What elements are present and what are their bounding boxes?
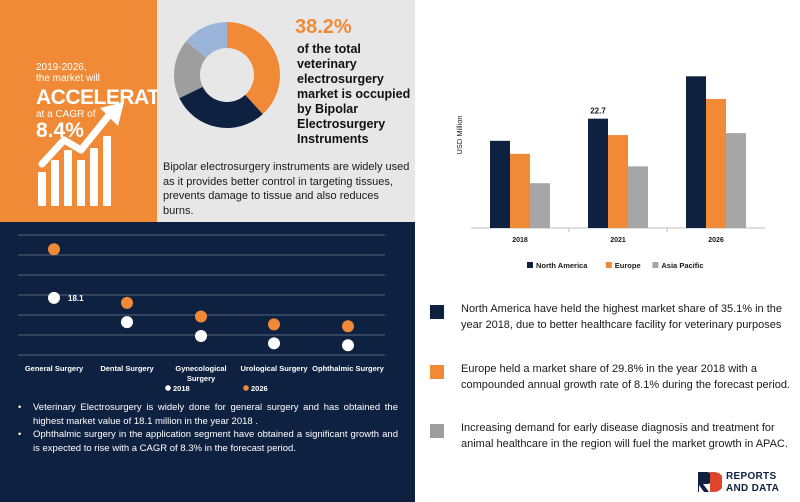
legend-swatch [652,262,659,268]
bar [706,98,726,228]
data-point [195,330,207,343]
growth-arrow-icon [38,102,124,206]
x-tick-label: 2018 [512,237,528,244]
bar [686,76,706,228]
x-tick-label: Gynecological [175,364,226,373]
logo-mark-icon [698,472,722,492]
application-notes: Veterinary Electrosurgery is widely done… [18,401,398,455]
donut-chart [174,22,280,128]
data-point [342,339,354,352]
reports-and-data-logo: REPORTS AND DATA [696,468,796,498]
data-label: 22.7 [590,107,606,116]
data-point [268,337,280,350]
bar [608,135,628,228]
x-tick-label: Dental Surgery [100,364,154,373]
donut-panel: 38.2% of the total veterinary electrosur… [157,0,415,222]
cagr-rate: 8.4% [36,119,84,142]
application-note: Ophthalmic surgery in the application se… [18,428,398,455]
key-point-text: Increasing demand for early disease diag… [461,422,788,450]
legend-label: 2018 [173,384,190,393]
key-point-text: North America have held the highest mark… [461,303,783,331]
data-point [48,291,60,304]
data-point [121,316,133,329]
x-tick-label: General Surgery [25,364,84,373]
key-point-marker [430,365,444,379]
donut-percent: 38.2% [295,16,352,38]
legend-swatch [527,262,533,268]
donut-slice [174,41,207,99]
bar [628,166,648,228]
data-point [121,296,133,309]
application-note: Veterinary Electrosurgery is widely done… [18,401,398,428]
donut-slice [186,22,227,58]
x-tick-label: Urological Surgery [240,364,308,373]
data-point [48,243,60,256]
x-tick-label: 2026 [708,237,724,244]
legend-swatch [605,262,612,268]
legend-swatch [243,385,249,391]
data-label: 18.1 [68,294,84,303]
key-point-text: Europe held a market share of 29.8% in t… [461,363,790,391]
data-point [268,318,280,331]
donut-slice [227,22,280,115]
logo-text: REPORTS [726,471,777,482]
x-tick-label: 2021 [610,237,626,244]
bar [530,183,550,228]
legend-label: North America [536,261,588,270]
cagr-intro: the market will [36,73,100,84]
key-point-marker [430,424,444,438]
regional-bar-chart: USD Million 2018 2021 2026 22.7 North America… [455,76,765,270]
bar [588,118,608,228]
data-point [342,320,354,333]
donut-headline: of the total veterinary electrosurgery m… [297,42,411,146]
donut-slice [179,86,263,128]
legend-swatch [165,385,171,391]
x-tick-label: Surgery [187,374,216,383]
legend-label: Asia Pacific [661,261,703,270]
x-tick-label: Ophthalmic Surgery [312,364,385,373]
cagr-label: at a CAGR of [36,109,96,120]
cagr-headline: ACCELERATE [36,86,173,109]
bar [510,153,530,228]
application-panel: 18.1 General Surgery Dental Surgery Gynecol… [0,222,415,502]
cagr-period: 2019-2026, [36,62,87,73]
y-axis-label: USD Million [455,115,464,154]
bar [726,133,746,228]
data-point [195,310,207,323]
legend-label: Europe [615,261,641,270]
legend-label: 2026 [251,384,268,393]
bar [490,140,510,228]
application-dot-chart: 18.1 General Surgery Dental Surgery Gynecol… [18,234,385,393]
cagr-panel: 2019-2026, the market will ACCELERATE at… [0,0,173,222]
key-point-marker [430,305,444,319]
donut-description: Bipolar electrosurgery instruments are w… [163,161,410,217]
logo-text: AND DATA [726,483,780,494]
